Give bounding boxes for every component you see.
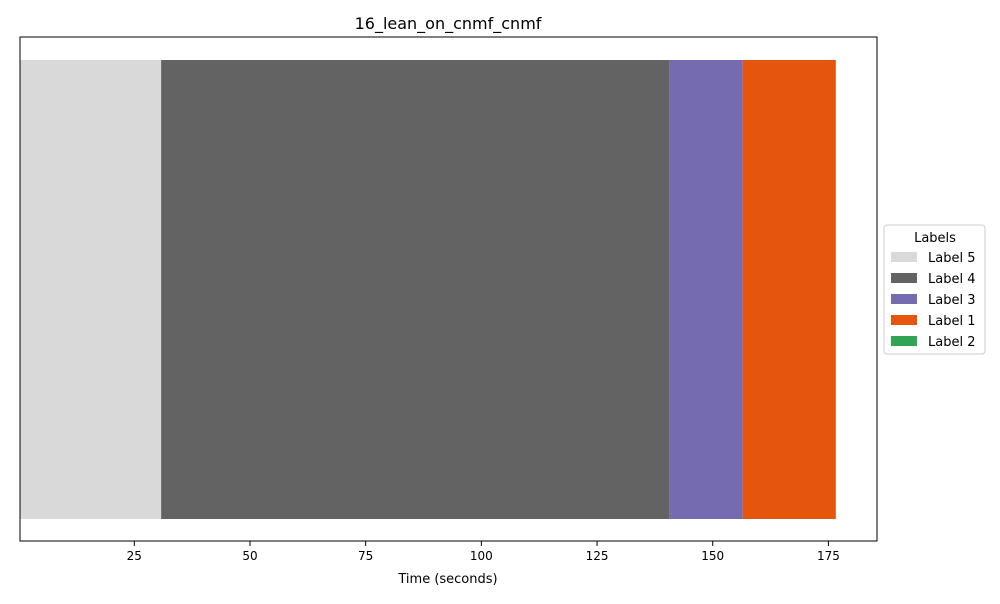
plot-frame <box>19 36 878 542</box>
legend-label-label-3: Label 3 <box>928 293 975 308</box>
legend-swatch-label-4 <box>891 273 917 283</box>
x-tick-label: 25 <box>127 549 142 563</box>
segment-label-5-0 <box>20 60 162 519</box>
x-tick-label: 150 <box>701 549 724 563</box>
legend-label-label-2: Label 2 <box>928 335 975 350</box>
legend-label-label-1: Label 1 <box>928 314 975 329</box>
x-tick-label: 175 <box>817 549 840 563</box>
x-tick-label: 100 <box>470 549 493 563</box>
legend-swatch-label-2 <box>891 336 917 346</box>
legend-swatch-label-5 <box>891 252 917 262</box>
x-axis-label: Time (seconds) <box>397 572 497 587</box>
legend: Labels Label 5 Label 4 Label 3 Label 1 Label… <box>883 224 986 355</box>
x-tick-label: 125 <box>586 549 609 563</box>
legend-swatch-label-3 <box>891 294 917 304</box>
legend-label-label-5: Label 5 <box>928 251 975 266</box>
legend-title: Labels <box>914 231 956 246</box>
x-axis: 25 50 75 100 125 150 175 <box>127 541 840 563</box>
x-tick-label: 50 <box>242 549 257 563</box>
x-tick-label: 75 <box>358 549 373 563</box>
legend-label-label-4: Label 4 <box>928 272 975 287</box>
segment-label-3-2 <box>669 60 743 519</box>
chart-title: 16_lean_on_cnmf_cnmf <box>355 14 542 34</box>
segment-label-4-1 <box>161 60 670 519</box>
legend-swatch-label-1 <box>891 315 917 325</box>
segments-layer <box>20 60 836 519</box>
segment-label-1-3 <box>742 60 836 519</box>
